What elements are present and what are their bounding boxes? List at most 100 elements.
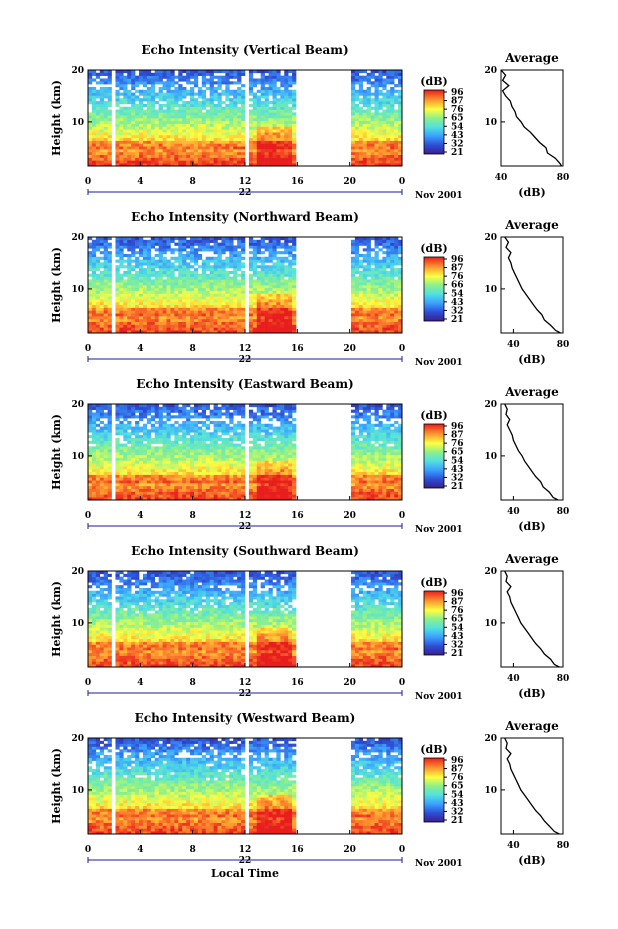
profile-x-axis-label: (dB)	[518, 854, 545, 867]
panel-title: Echo Intensity (Vertical Beam)	[141, 43, 348, 57]
colorbar-tick-label: 76	[451, 105, 464, 115]
y-tick-label: 10	[71, 619, 84, 629]
panel-title: Echo Intensity (Northward Beam)	[131, 210, 359, 224]
profile-x-axis-label: (dB)	[518, 186, 545, 199]
x-tick-label: 0	[85, 177, 91, 187]
profile-y-tick-label: 10	[484, 619, 497, 629]
colorbar-tick-label: 87	[451, 97, 464, 107]
profile-x-tick-label: 80	[557, 173, 570, 183]
colorbar-tick-label: 96	[451, 756, 464, 766]
profile-x-tick-label: 40	[507, 340, 520, 350]
profile-title: Average	[504, 719, 559, 733]
x-tick-label: 0	[85, 845, 91, 855]
heatmap-field	[88, 404, 403, 501]
profile-x-tick-label: 80	[557, 507, 570, 517]
colorbar-tick-label: 87	[451, 431, 464, 441]
profile-line	[504, 737, 560, 835]
x-tick-label: 12	[239, 344, 252, 354]
profile-y-tick-label: 20	[484, 233, 497, 243]
x-axis-label: Local Time	[211, 867, 279, 880]
profile-x-tick-label: 40	[507, 507, 520, 517]
profile-x-tick-label: 80	[557, 340, 570, 350]
y-tick-label: 20	[71, 233, 84, 243]
y-axis-label: Height (km)	[50, 581, 63, 657]
panel-4: Echo Intensity (Southward Beam) 10 20 Heigh…	[50, 544, 569, 702]
colorbar-tick-label: 65	[451, 615, 464, 625]
profile-title: Average	[504, 385, 559, 399]
x-tick-label: 4	[137, 678, 143, 688]
colorbar-tick-label: 21	[451, 148, 464, 158]
colorbar-tick-label: 32	[451, 306, 464, 316]
profile-title: Average	[504, 51, 559, 65]
colorbar-tick-label: 21	[451, 649, 464, 659]
colorbar-tick-label: 43	[451, 799, 464, 809]
x-tick-label: 20	[343, 678, 356, 688]
x-tick-label: 8	[190, 177, 196, 187]
x-tick-label: 16	[291, 511, 304, 521]
y-tick-label: 10	[71, 786, 84, 796]
colorbar-tick-label: 65	[451, 782, 464, 792]
colorbar-tick-label: 96	[451, 422, 464, 432]
profile-frame	[500, 737, 564, 835]
colorbar	[423, 89, 445, 155]
colorbar-label: (dB)	[420, 242, 447, 255]
colorbar-tick-label: 76	[451, 773, 464, 783]
profile-x-tick-label: 80	[557, 674, 570, 684]
profile-frame	[500, 403, 564, 501]
colorbar-tick-label: 21	[451, 482, 464, 492]
x-tick-label: 0	[399, 177, 405, 187]
x-tick-label: 0	[85, 344, 91, 354]
panel-title: Echo Intensity (Southward Beam)	[131, 544, 359, 558]
colorbar-tick-label: 54	[451, 122, 464, 132]
colorbar-tick-label: 87	[451, 765, 464, 775]
x-tick-label: 8	[190, 511, 196, 521]
x-tick-label: 4	[137, 177, 143, 187]
colorbar-tick-label: 21	[451, 816, 464, 826]
colorbar-tick-label: 65	[451, 114, 464, 124]
profile-x-tick-label: 40	[507, 841, 520, 851]
x-tick-label: 0	[85, 511, 91, 521]
y-tick-label: 10	[71, 452, 84, 462]
x-tick-label: 0	[399, 344, 405, 354]
x-tick-label: 16	[291, 344, 304, 354]
profile-frame	[500, 69, 564, 167]
colorbar-tick-label: 43	[451, 465, 464, 475]
y-axis-label: Height (km)	[50, 80, 63, 156]
heatmap-field	[88, 738, 403, 835]
x-tick-label: 20	[343, 344, 356, 354]
x-tick-label: 16	[291, 678, 304, 688]
colorbar	[423, 590, 445, 656]
heatmap-field	[88, 571, 403, 668]
profile-y-tick-label: 20	[484, 66, 497, 76]
colorbar-label: (dB)	[420, 75, 447, 88]
colorbar	[423, 757, 445, 823]
profile-title: Average	[504, 218, 559, 232]
colorbar-tick-label: 65	[451, 448, 464, 458]
panel-5: Echo Intensity (Westward Beam) 10 20 Height…	[50, 711, 569, 880]
profile-x-tick-label: 40	[507, 674, 520, 684]
profile-line	[504, 570, 560, 668]
date-label: Nov 2001	[415, 859, 463, 869]
colorbar-tick-label: 66	[451, 281, 464, 291]
colorbar-tick-label: 32	[451, 139, 464, 149]
colorbar-tick-label: 87	[451, 598, 464, 608]
x-tick-label: 4	[137, 845, 143, 855]
date-day-label: 22	[239, 522, 252, 532]
profile-x-axis-label: (dB)	[518, 687, 545, 700]
x-tick-label: 20	[343, 177, 356, 187]
x-tick-label: 8	[190, 845, 196, 855]
y-tick-label: 20	[71, 567, 84, 577]
colorbar-tick-label: 32	[451, 640, 464, 650]
profile-line	[504, 403, 559, 501]
panel-title: Echo Intensity (Eastward Beam)	[136, 377, 353, 391]
heatmap-field	[88, 70, 403, 167]
heatmap-field	[88, 237, 403, 334]
y-axis-label: Height (km)	[50, 247, 63, 323]
panel-1: Echo Intensity (Vertical Beam) 10 20 Height…	[50, 43, 569, 201]
date-day-label: 22	[239, 856, 252, 866]
x-tick-label: 12	[239, 845, 252, 855]
y-tick-label: 10	[71, 285, 84, 295]
x-tick-label: 8	[190, 344, 196, 354]
colorbar-tick-label: 32	[451, 807, 464, 817]
x-tick-label: 4	[137, 511, 143, 521]
